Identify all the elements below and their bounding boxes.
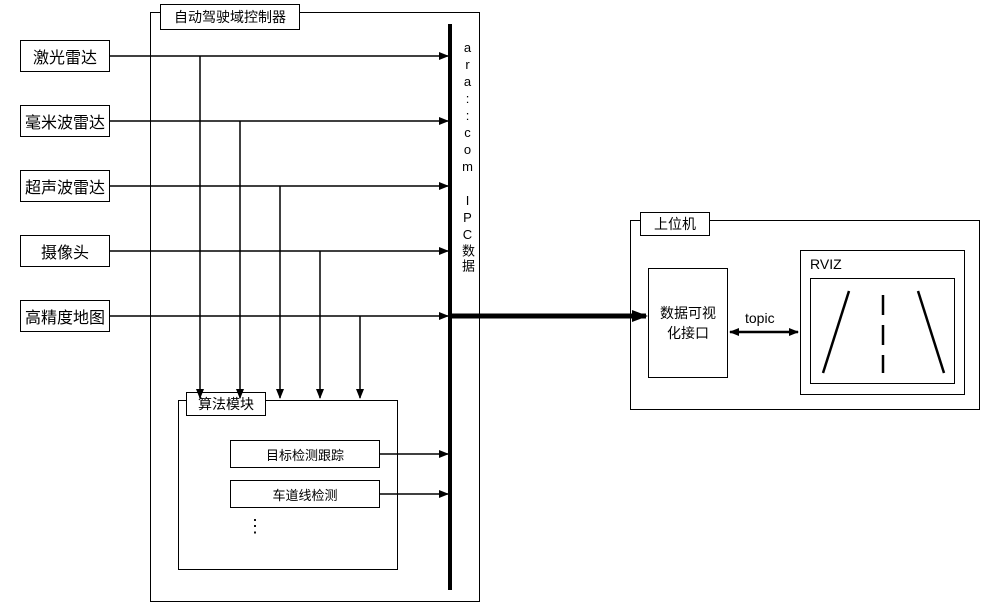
sensor-camera: 摄像头 — [20, 235, 110, 267]
controller-title: 自动驾驶域控制器 — [160, 4, 300, 30]
topic-label: topic — [745, 310, 775, 326]
host-title-text: 上位机 — [654, 214, 696, 234]
sensor-camera-label: 摄像头 — [41, 239, 89, 263]
viz-interface: 数据可视 化接口 — [648, 268, 728, 378]
sensor-hdmap: 高精度地图 — [20, 300, 110, 332]
rviz-label: RVIZ — [810, 256, 842, 272]
sensor-mmwave-label: 毫米波雷达 — [25, 109, 105, 133]
sensor-mmwave: 毫米波雷达 — [20, 105, 110, 137]
algo-detect-track-label: 目标检测跟踪 — [266, 445, 344, 464]
host-title: 上位机 — [640, 212, 710, 236]
sensor-lidar: 激光雷达 — [20, 40, 110, 72]
algo-title: 算法模块 — [186, 392, 266, 416]
algo-lane-detect-label: 车道线检测 — [272, 485, 337, 504]
viz-interface-label: 数据可视 化接口 — [660, 303, 716, 343]
sensor-hdmap-label: 高精度地图 — [25, 304, 105, 328]
algo-ellipsis: ⋮ — [246, 516, 264, 537]
sensor-lidar-label: 激光雷达 — [33, 44, 97, 68]
sensor-ultrasonic-label: 超声波雷达 — [25, 174, 105, 198]
algo-title-text: 算法模块 — [198, 394, 254, 414]
controller-title-text: 自动驾驶域控制器 — [174, 7, 286, 27]
bus-label: ara::com IPC数据 — [458, 40, 477, 274]
rviz-lane-icon — [811, 279, 956, 385]
algo-detect-track: 目标检测跟踪 — [230, 440, 380, 468]
algo-lane-detect: 车道线检测 — [230, 480, 380, 508]
rviz-inner-display — [810, 278, 955, 384]
sensor-ultrasonic: 超声波雷达 — [20, 170, 110, 202]
